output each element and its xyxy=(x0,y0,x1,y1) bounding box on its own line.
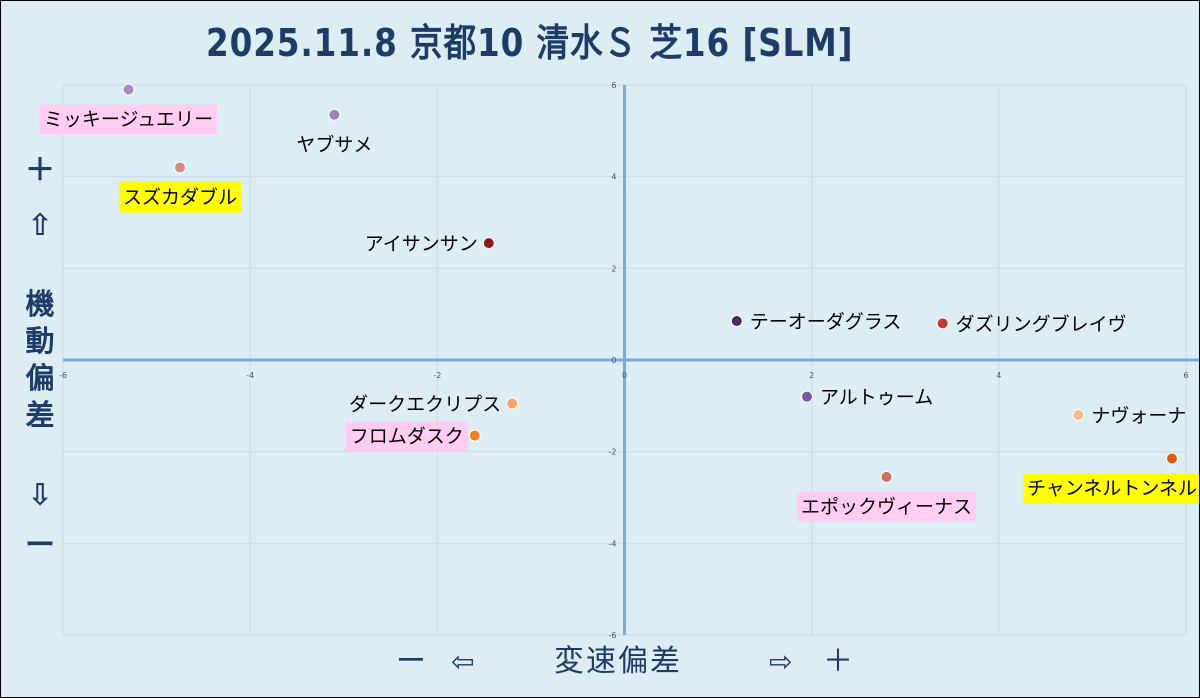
label-highlight xyxy=(1022,473,1199,504)
y-tick-label: 2 xyxy=(611,264,616,273)
data-point xyxy=(880,470,893,483)
y-minus-sign: ー xyxy=(25,528,55,563)
y-tick-label: 6 xyxy=(611,81,616,90)
x-tick-label: 2 xyxy=(809,371,814,380)
down-arrow-icon: ⇩ xyxy=(27,478,53,513)
x-tick-label: 0 xyxy=(622,371,627,380)
point-label: ナヴォーナ xyxy=(1091,405,1186,427)
y-axis-title: 機動偏差 xyxy=(25,287,55,432)
data-point xyxy=(173,161,186,174)
data-point xyxy=(936,317,949,330)
y-tick-label: -6 xyxy=(609,631,617,640)
point-label: ヤブサメ xyxy=(296,133,372,156)
data-point xyxy=(730,315,743,328)
x-axis-label: ー ⇦ 変速偏差 ⇨ ＋ xyxy=(391,637,871,687)
data-point xyxy=(800,390,813,403)
label-highlight xyxy=(118,181,241,213)
point-label: スズカダブル xyxy=(123,186,237,209)
right-arrow-icon: ⇨ xyxy=(769,645,793,678)
y-tick-label: -4 xyxy=(609,539,617,548)
x-plus-sign: ＋ xyxy=(823,644,853,679)
point-label: アイサンサン xyxy=(365,233,478,255)
data-point xyxy=(1165,452,1178,465)
y-plus-sign: ＋ xyxy=(25,153,55,188)
point-label: ダズリングブレイヴ xyxy=(956,312,1127,335)
point-label: アルトゥーム xyxy=(820,387,933,409)
x-minus-sign: ー xyxy=(396,644,426,679)
x-tick-label: -6 xyxy=(59,371,67,380)
point-label: テーオーダグラス xyxy=(750,311,902,333)
point-label: チャンネルトンネル xyxy=(1027,478,1197,500)
y-tick-label: 0 xyxy=(611,356,616,365)
x-tick-label: -2 xyxy=(433,371,441,380)
data-point xyxy=(482,237,495,250)
y-tick-label: -2 xyxy=(609,448,617,457)
chart-title: 2025.11.8 京都10 清水Ｓ 芝16 [SLM] xyxy=(206,21,854,65)
data-point xyxy=(468,429,481,442)
data-point xyxy=(1072,409,1085,421)
data-point xyxy=(328,108,341,121)
x-tick-label: 4 xyxy=(996,371,1001,380)
label-highlight xyxy=(39,104,218,135)
x-axis-title: 変速偏差 xyxy=(554,644,682,679)
data-point xyxy=(506,397,519,410)
point-label: ダークエクリプス xyxy=(349,394,501,416)
point-label: エポックヴィーナス xyxy=(801,496,972,518)
point-label: フロムダスク xyxy=(350,426,464,448)
x-tick-label: -4 xyxy=(246,371,254,380)
x-tick-label: 6 xyxy=(1183,371,1188,380)
up-arrow-icon: ⇧ xyxy=(27,208,53,243)
point-label: ミッキージュエリー xyxy=(44,109,213,131)
data-point xyxy=(122,83,135,96)
y-tick-label: 4 xyxy=(611,173,616,182)
label-highlight xyxy=(797,491,977,522)
label-highlight xyxy=(345,421,468,452)
left-arrow-icon: ⇦ xyxy=(451,645,475,678)
y-axis-label: ＋ ⇧ 機動偏差 ⇩ ー xyxy=(1,151,79,571)
